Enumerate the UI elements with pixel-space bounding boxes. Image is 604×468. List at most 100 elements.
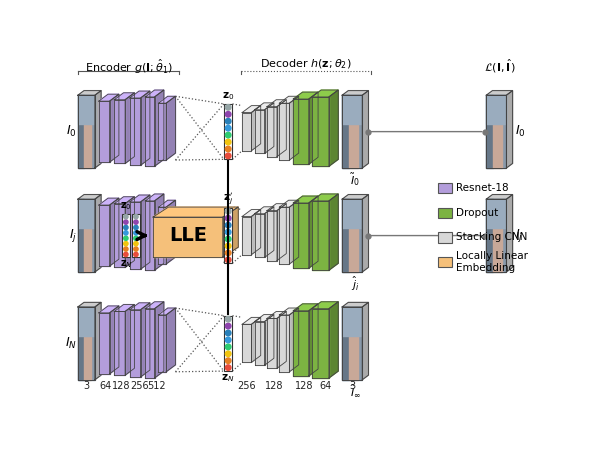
Circle shape	[225, 139, 231, 145]
Polygon shape	[486, 199, 493, 272]
Polygon shape	[486, 195, 513, 199]
Circle shape	[124, 241, 128, 246]
Polygon shape	[486, 91, 513, 95]
Polygon shape	[267, 211, 277, 261]
Polygon shape	[166, 308, 176, 372]
Polygon shape	[158, 207, 166, 264]
Polygon shape	[486, 95, 493, 168]
Polygon shape	[114, 204, 125, 267]
Text: $\mathbf{z}_j'$: $\mathbf{z}_j'$	[223, 190, 233, 206]
Circle shape	[124, 231, 128, 235]
Polygon shape	[78, 91, 101, 95]
Circle shape	[133, 241, 138, 246]
Circle shape	[225, 104, 231, 110]
Polygon shape	[130, 202, 141, 269]
Text: 128: 128	[265, 381, 283, 392]
Polygon shape	[289, 200, 299, 264]
Polygon shape	[166, 200, 176, 264]
Polygon shape	[251, 210, 261, 255]
Polygon shape	[294, 203, 309, 268]
Polygon shape	[329, 90, 338, 166]
Circle shape	[133, 231, 138, 235]
Polygon shape	[166, 96, 176, 160]
Polygon shape	[242, 317, 261, 324]
Circle shape	[225, 365, 231, 370]
Polygon shape	[242, 113, 251, 151]
Polygon shape	[342, 91, 368, 95]
Circle shape	[225, 250, 231, 256]
Polygon shape	[486, 95, 506, 124]
Polygon shape	[279, 315, 289, 372]
Text: 64: 64	[319, 381, 331, 392]
Polygon shape	[342, 95, 362, 168]
Polygon shape	[506, 91, 513, 168]
Circle shape	[225, 222, 231, 228]
Polygon shape	[98, 306, 119, 313]
Circle shape	[225, 209, 231, 214]
Polygon shape	[294, 196, 318, 203]
Polygon shape	[78, 307, 84, 380]
Circle shape	[225, 132, 231, 138]
Polygon shape	[265, 103, 274, 154]
Text: Decoder $h(\mathbf{z};\theta_2)$: Decoder $h(\mathbf{z};\theta_2)$	[260, 58, 352, 71]
Circle shape	[124, 247, 128, 251]
Polygon shape	[155, 194, 164, 270]
Polygon shape	[506, 195, 513, 272]
Polygon shape	[312, 309, 329, 378]
Polygon shape	[342, 307, 349, 380]
Polygon shape	[267, 312, 286, 318]
Polygon shape	[145, 201, 155, 270]
Polygon shape	[155, 302, 164, 378]
Polygon shape	[251, 317, 261, 362]
Polygon shape	[114, 197, 135, 204]
Polygon shape	[254, 103, 274, 110]
Polygon shape	[312, 90, 338, 97]
Circle shape	[225, 236, 231, 242]
Polygon shape	[98, 313, 109, 374]
Circle shape	[133, 214, 138, 219]
Polygon shape	[267, 107, 277, 157]
Polygon shape	[342, 302, 368, 307]
Polygon shape	[223, 207, 238, 257]
Text: LLE: LLE	[169, 226, 207, 245]
Polygon shape	[289, 96, 299, 160]
Polygon shape	[265, 314, 274, 365]
Text: 3: 3	[83, 381, 89, 392]
Polygon shape	[349, 106, 358, 168]
Text: $\mathcal{L}(\mathbf{I},\hat{\mathbf{I}})$: $\mathcal{L}(\mathbf{I},\hat{\mathbf{I}}…	[484, 58, 515, 75]
Polygon shape	[329, 302, 338, 378]
Polygon shape	[349, 210, 358, 272]
Text: $\hat{I}_\infty$: $\hat{I}_\infty$	[350, 383, 361, 399]
Circle shape	[225, 118, 231, 124]
Polygon shape	[78, 307, 95, 380]
Circle shape	[225, 344, 231, 350]
Text: 128: 128	[112, 381, 130, 392]
Circle shape	[124, 220, 128, 224]
Circle shape	[225, 257, 231, 263]
Polygon shape	[486, 199, 506, 228]
Text: $\mathbf{z}_N$: $\mathbf{z}_N$	[222, 373, 235, 384]
Polygon shape	[155, 90, 164, 166]
Polygon shape	[78, 95, 84, 168]
Polygon shape	[95, 195, 101, 272]
Polygon shape	[277, 204, 286, 261]
Text: $\mathbf{z}_N$: $\mathbf{z}_N$	[120, 259, 132, 271]
Text: 64: 64	[100, 381, 112, 392]
Polygon shape	[158, 200, 176, 207]
Polygon shape	[98, 94, 119, 101]
Polygon shape	[342, 307, 362, 336]
Polygon shape	[254, 207, 274, 214]
Polygon shape	[279, 200, 299, 207]
Polygon shape	[158, 315, 166, 372]
Polygon shape	[78, 199, 95, 272]
Polygon shape	[78, 307, 95, 336]
Polygon shape	[342, 199, 349, 272]
Text: $I_j$: $I_j$	[69, 227, 77, 244]
Polygon shape	[279, 96, 299, 103]
Polygon shape	[342, 307, 362, 380]
Polygon shape	[267, 318, 277, 368]
Polygon shape	[141, 195, 150, 269]
Circle shape	[225, 323, 231, 329]
Polygon shape	[329, 194, 338, 270]
Circle shape	[133, 252, 138, 256]
